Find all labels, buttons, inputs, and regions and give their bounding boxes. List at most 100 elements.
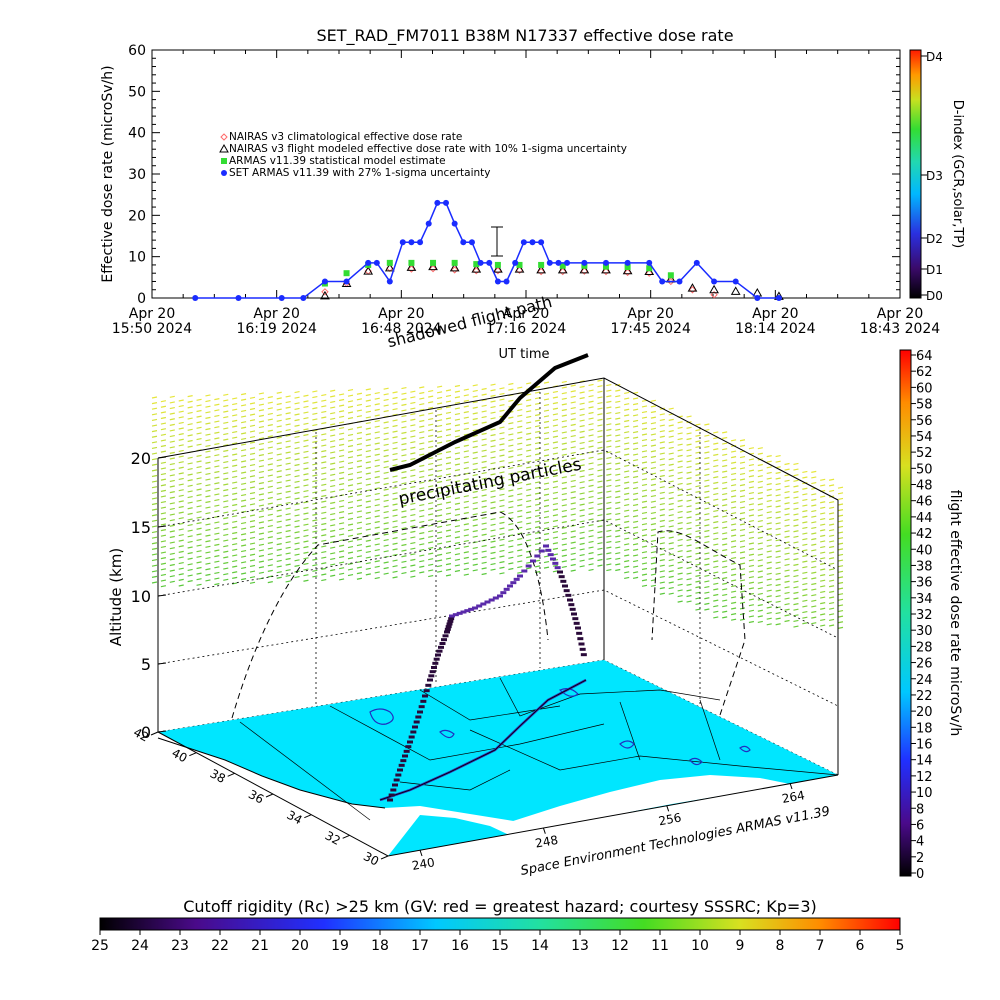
particle-dash: [347, 394, 354, 397]
particle-dash: [508, 388, 514, 391]
particle-dash: [267, 418, 273, 421]
particle-dash: [615, 518, 621, 521]
particle-dash: [178, 472, 184, 475]
particle-dash: [392, 430, 398, 433]
particle-dash: [517, 532, 523, 535]
particle-dash: [632, 414, 639, 417]
data-point: [235, 295, 242, 301]
particle-dash: [606, 490, 612, 493]
particle-dash: [267, 564, 273, 567]
particle-dash: [526, 427, 532, 430]
particle-dash: [374, 476, 380, 479]
particle-dash: [659, 474, 665, 478]
x-tick-label-time: 15:50 2024: [112, 321, 193, 337]
particle-dash: [401, 538, 407, 541]
particle-dash: [784, 496, 790, 499]
particle-dash: [784, 518, 790, 522]
particle-dash: [454, 530, 461, 533]
particle-dash: [686, 583, 692, 586]
particle-dash: [650, 551, 657, 554]
particle-dash: [668, 542, 674, 545]
dose-rate-tick-label: 56: [916, 414, 933, 429]
particle-dash: [240, 572, 247, 575]
data-point: [429, 264, 437, 273]
particle-dash: [632, 531, 639, 535]
particle-dash: [704, 496, 710, 499]
particle-dash: [561, 403, 567, 406]
particle-dash: [641, 551, 648, 554]
particle-dash: [481, 455, 487, 458]
x-tick-label-time: 16:48 2024: [361, 321, 442, 337]
particle-dash: [775, 460, 781, 463]
particle-dash: [490, 462, 496, 465]
particle-dash: [454, 513, 461, 517]
particle-dash: [169, 541, 175, 544]
particle-dash: [374, 515, 380, 518]
particle-dash: [428, 485, 434, 488]
particle-dash: [641, 455, 648, 458]
data-point: [449, 262, 460, 272]
particle-dash: [722, 616, 728, 619]
particle-dash: [276, 475, 282, 478]
particle-dash: [828, 613, 835, 616]
particle-dash: [356, 504, 363, 507]
legend-label: SET ARMAS v11.39 with 27% 1-sigma uncert…: [229, 167, 491, 179]
data-point: [425, 220, 432, 227]
particle-dash: [748, 609, 755, 612]
particle-dash: [704, 541, 710, 544]
particle-dash: [534, 498, 541, 501]
particle-dash: [802, 510, 808, 513]
particle-dash: [713, 610, 719, 613]
particle-dash: [436, 525, 443, 528]
latitude-tick-label: 36: [246, 787, 266, 807]
particle-dash: [303, 557, 309, 560]
particle-dash: [160, 478, 167, 481]
particle-dash: [588, 462, 594, 465]
particle-dash: [410, 508, 416, 511]
particle-dash: [615, 529, 621, 532]
particle-dash: [757, 570, 763, 573]
particle-dash: [641, 517, 648, 520]
particle-dash: [285, 406, 291, 409]
particle-dash: [267, 569, 273, 572]
particle-dash: [552, 458, 559, 461]
particle-dash: [757, 480, 763, 483]
particle-dash: [214, 414, 220, 418]
particle-dash: [187, 580, 193, 583]
particle-dash: [588, 501, 594, 504]
data-point: [514, 264, 525, 273]
particle-dash: [258, 425, 265, 429]
particle-dash: [303, 534, 309, 537]
particle-dash: [570, 491, 576, 494]
particle-dash: [240, 550, 247, 553]
particle-dash: [499, 510, 505, 513]
particle-dash: [321, 450, 327, 453]
particle-dash: [722, 577, 728, 580]
data-point: [494, 261, 501, 268]
data-point: [428, 261, 438, 271]
particle-dash: [739, 584, 746, 588]
particle-dash: [419, 431, 425, 434]
legend-label: ARMAS v11.39 statistical model estimate: [229, 155, 446, 167]
particle-dash: [330, 518, 336, 521]
particle-dash: [793, 546, 799, 550]
particle-dash: [205, 478, 211, 481]
particle-dash: [543, 426, 550, 429]
particle-dash: [624, 520, 630, 523]
particle-dash: [294, 491, 300, 495]
particle-dash: [383, 449, 389, 452]
data-point: [408, 259, 415, 266]
particle-dash: [356, 431, 363, 435]
particle-dash: [419, 543, 425, 546]
particle-dash: [606, 501, 612, 504]
particle-dash: [436, 419, 443, 422]
particle-dash: [151, 581, 158, 584]
particle-dash: [356, 459, 363, 463]
particle-dash: [784, 474, 790, 477]
particle-dash: [775, 572, 781, 575]
particle-dash: [481, 544, 487, 548]
particle-dash: [151, 514, 158, 517]
particle-dash: [757, 620, 763, 624]
